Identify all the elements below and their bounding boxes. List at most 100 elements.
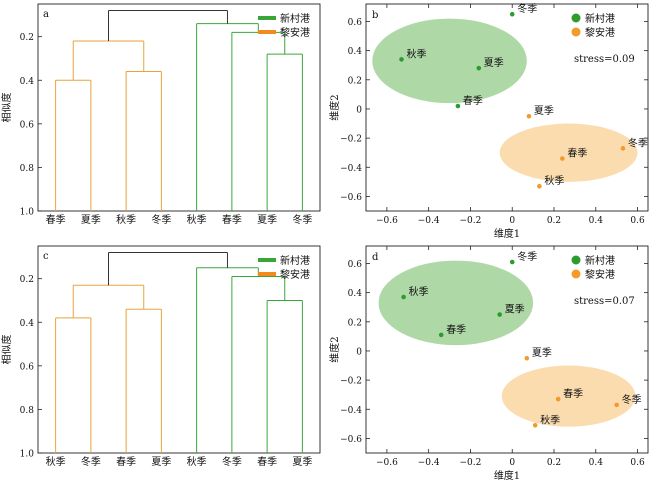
dendrogram-panel-c: 0.2 0.4 0.6 0.8 1.0 相似度 c 秋季 冬季 春季 夏季 秋季 冬季 春季 夏季 新村港黎安… — [0, 245, 321, 468]
leaf-label: 夏季 — [292, 456, 312, 468]
legend-label: 黎安港 — [280, 26, 310, 39]
y-tick-label: 0.8 — [20, 164, 35, 174]
leaf-label: 春季 — [257, 456, 277, 468]
legend-label: 黎安港 — [585, 268, 615, 281]
leaf-label: 秋季 — [187, 213, 207, 226]
x-tick-label: 0.6 — [630, 458, 645, 468]
point-label: 秋季 — [407, 47, 427, 60]
legend-label: 新村港 — [280, 254, 310, 267]
point-label: 春季 — [446, 324, 466, 336]
data-point — [524, 355, 530, 361]
stress-annotation: stress=0.09 — [574, 54, 635, 65]
legend-marker-green — [571, 13, 581, 23]
y-tick-label: 0.2 — [348, 76, 362, 86]
leaf-label: 春季 — [46, 214, 66, 226]
point-label: 秋季 — [540, 413, 560, 426]
leaf-label: 春季 — [116, 456, 136, 468]
point-label: 秋季 — [544, 174, 564, 187]
leaf-label: 秋季 — [46, 455, 66, 468]
data-point — [614, 402, 619, 408]
legend-marker-orange — [571, 27, 581, 37]
data-point — [620, 146, 626, 151]
leaf-label: 夏季 — [81, 214, 101, 226]
x-axis-label: 维度1 — [494, 227, 520, 240]
leaf-label: 春季 — [222, 214, 242, 226]
dendrogram-panel-a: 0.2 0.4 0.6 0.8 1.0 相似度 a 春季 夏季 秋季 冬季 秋季 春季 夏季 冬季 新村港黎安… — [0, 3, 321, 226]
leaf-label: 秋季 — [116, 213, 136, 226]
y-tick-label: 0.4 — [348, 289, 363, 299]
data-point — [537, 183, 542, 189]
data-point — [560, 156, 565, 161]
point-label: 春季 — [563, 388, 583, 400]
y-tick-label: −0.4 — [340, 406, 362, 416]
y-tick-label: −0.6 — [340, 193, 362, 203]
y-axis-label: 相似度 — [0, 93, 13, 123]
data-point — [509, 11, 515, 17]
x-tick-label: −0.6 — [376, 458, 398, 468]
axes-frame — [365, 245, 649, 454]
y-axis-label: 维度2 — [328, 94, 341, 120]
y-tick-label: −0.6 — [340, 435, 362, 445]
leaf-label: 冬季 — [81, 455, 101, 468]
point-label: 冬季 — [517, 250, 537, 263]
y-tick-label: 0.6 — [20, 362, 35, 372]
data-point — [497, 312, 502, 317]
y-tick-label: −0.2 — [340, 135, 362, 145]
data-point — [399, 57, 404, 62]
leaf-label: 夏季 — [257, 214, 277, 226]
leaf-label: 冬季 — [222, 455, 242, 468]
y-tick-label: 0.4 — [348, 47, 363, 57]
leaf-label: 冬季 — [292, 213, 312, 226]
y-tick-label: 0.6 — [20, 120, 35, 130]
point-label: 春季 — [463, 95, 483, 107]
y-axis-label: 相似度 — [0, 335, 13, 365]
leaf-label: 夏季 — [151, 456, 171, 468]
x-axis-label: 维度1 — [494, 469, 520, 482]
data-point — [509, 259, 515, 265]
y-tick-label: 0.6 — [348, 260, 363, 270]
panel-letter: b — [372, 10, 378, 21]
y-axis-label: 维度2 — [328, 336, 341, 362]
y-tick-label: 0.8 — [20, 406, 35, 416]
stress-annotation: stress=0.07 — [574, 296, 635, 307]
x-tick-label: 0.6 — [630, 216, 645, 226]
legend-label: 新村港 — [280, 12, 310, 25]
group-ellipse-green — [372, 18, 527, 104]
point-label: 冬季 — [628, 136, 648, 149]
y-tick-label: 0 — [356, 105, 362, 115]
data-point — [555, 396, 561, 402]
legend-label: 黎安港 — [585, 26, 615, 39]
y-tick-label: 0.4 — [20, 77, 35, 87]
data-point — [476, 65, 482, 71]
point-label: 夏季 — [534, 105, 554, 117]
legend-label: 新村港 — [585, 254, 615, 267]
group-ellipse-green — [378, 260, 534, 346]
legend-label: 黎安港 — [280, 268, 310, 281]
leaf-label: 秋季 — [187, 455, 207, 468]
point-label: 夏季 — [505, 304, 525, 316]
x-tick-label: −0.2 — [460, 216, 482, 226]
x-tick-label: 0 — [509, 216, 515, 226]
x-tick-label: −0.6 — [376, 216, 398, 226]
y-tick-label: 0.4 — [20, 319, 35, 329]
scatter-panel-b: −0.6 −0.4 −0.2 0 0.2 0.4 0.6 −0.6 −0.4 −0.2 0 0.2 0.… — [328, 2, 649, 240]
y-tick-label: −0.2 — [340, 377, 362, 387]
x-tick-label: 0.2 — [547, 458, 561, 468]
point-label: 冬季 — [517, 2, 537, 15]
y-tick-label: 1.0 — [20, 450, 35, 460]
panel-letter: c — [43, 251, 49, 262]
y-tick-label: 1.0 — [20, 208, 35, 218]
x-tick-label: −0.4 — [418, 458, 440, 468]
axes-frame — [37, 245, 321, 454]
x-tick-label: −0.4 — [418, 216, 440, 226]
y-tick-label: 0 — [356, 347, 362, 357]
x-tick-label: −0.2 — [460, 458, 482, 468]
legend-marker-green — [571, 255, 581, 265]
data-point — [532, 423, 538, 428]
x-tick-label: 0.2 — [547, 216, 561, 226]
data-point — [401, 294, 406, 300]
point-label: 冬季 — [622, 393, 642, 406]
y-tick-label: 0.2 — [20, 33, 34, 43]
group-ellipse-orange — [501, 365, 636, 427]
